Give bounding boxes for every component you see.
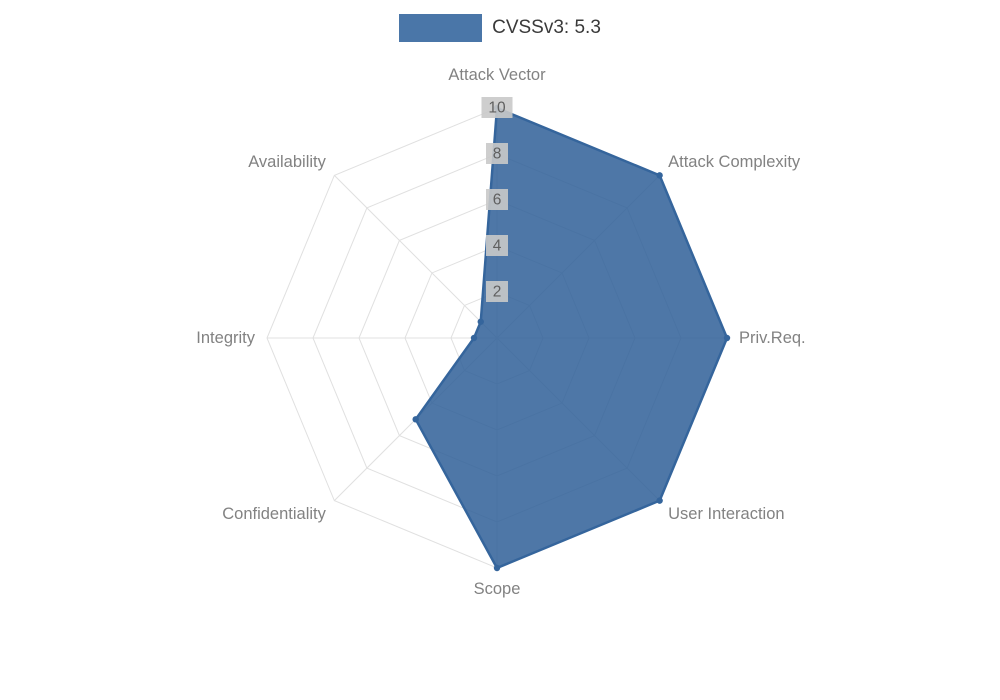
- axis-label: Availability: [248, 153, 326, 171]
- legend[interactable]: CVSSv3: 5.3: [0, 14, 1000, 42]
- radar-data-point[interactable]: [470, 334, 478, 342]
- axis-label: Integrity: [196, 329, 255, 347]
- legend-label: CVSSv3: 5.3: [492, 17, 601, 38]
- radar-data-point[interactable]: [723, 334, 731, 342]
- angle-line: [334, 175, 498, 339]
- radar-data-point[interactable]: [656, 172, 663, 179]
- radar-data-point[interactable]: [412, 416, 419, 423]
- axis-label: Confidentiality: [222, 505, 326, 523]
- tick-label: 8: [493, 146, 502, 163]
- legend-swatch: [399, 14, 483, 42]
- tick-backdrop: [486, 235, 508, 256]
- radar-data-point[interactable]: [656, 497, 663, 504]
- axis-label: Priv.Req.: [739, 329, 806, 347]
- tick-backdrop: [481, 97, 513, 118]
- axis-label: User Interaction: [668, 505, 784, 523]
- tick-backdrop: [486, 143, 508, 164]
- tick-label: 6: [493, 192, 502, 209]
- tick-label: 2: [493, 284, 502, 301]
- tick-label: 4: [493, 238, 502, 255]
- tick-label: 10: [488, 100, 506, 117]
- tick-backdrop: [486, 189, 508, 210]
- axis-label: Attack Complexity: [668, 153, 801, 171]
- axis-label: Attack Vector: [448, 66, 546, 84]
- radar-data-point[interactable]: [477, 318, 484, 325]
- axis-label: Scope: [474, 580, 521, 598]
- radar-data-point[interactable]: [493, 564, 501, 572]
- tick-backdrop: [486, 281, 508, 302]
